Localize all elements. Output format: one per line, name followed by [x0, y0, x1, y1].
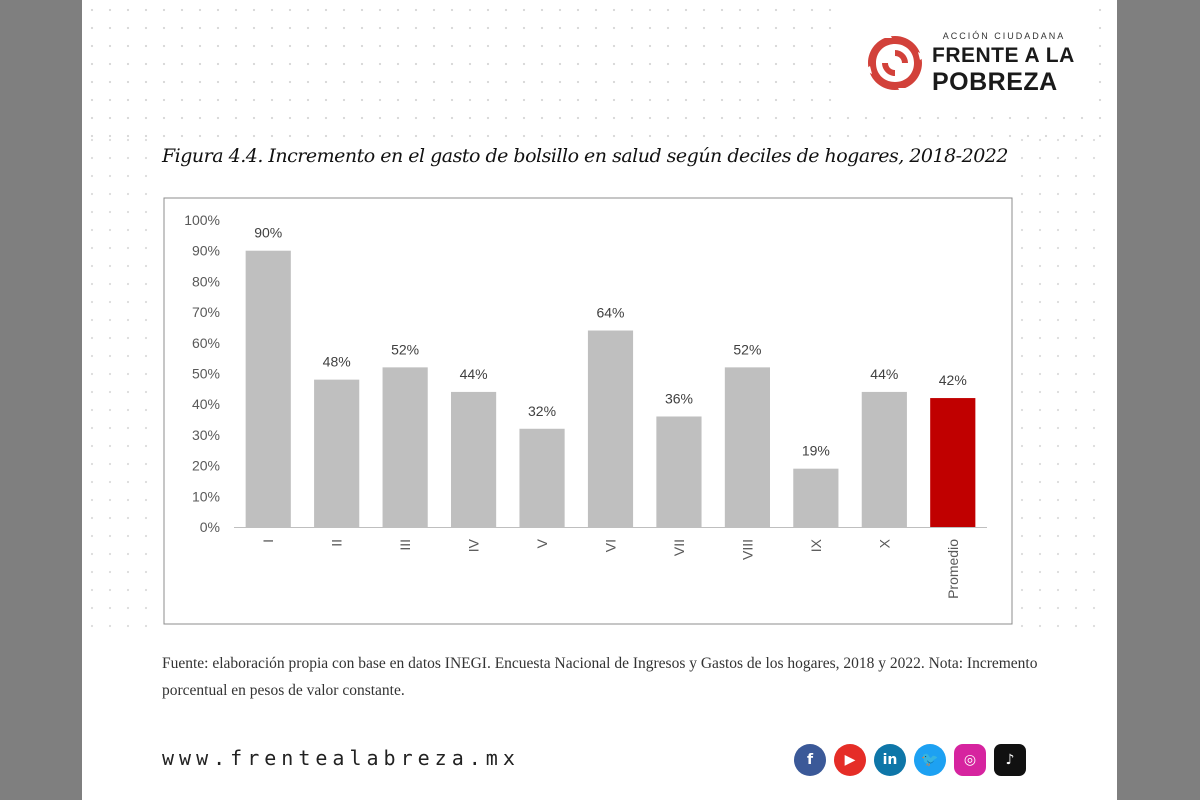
bar-x — [861, 391, 907, 527]
x-tick-label: Promedio — [945, 539, 961, 599]
y-tick-label: 70% — [192, 304, 220, 320]
bar-ii — [314, 379, 360, 527]
y-tick-label: 30% — [192, 427, 220, 443]
logo-line-2: POBREZA — [932, 68, 1058, 96]
bar-iii — [382, 367, 428, 527]
bar-promedio — [930, 398, 976, 527]
y-tick-label: 100% — [184, 212, 220, 228]
bar-vi — [587, 330, 634, 527]
data-label: 52% — [733, 341, 761, 357]
data-label: 32% — [528, 403, 556, 419]
logo-tagline: ACCIÓN CIUDADANA — [942, 31, 1066, 41]
bar-i — [245, 250, 291, 527]
source-note: Fuente: elaboración propia con base en d… — [162, 655, 1038, 699]
y-tick-label: 60% — [192, 335, 220, 351]
y-tick-label: 0% — [200, 519, 220, 535]
twitter-icon[interactable]: 🐦 — [914, 744, 946, 776]
figure-title: Figura 4.4. Incremento en el gasto de bo… — [162, 145, 1008, 167]
data-label: 44% — [460, 366, 488, 382]
logo-line-1: FRENTE A LA — [932, 44, 1075, 67]
y-tick-label: 10% — [192, 488, 220, 504]
bar-iv — [451, 391, 497, 527]
tiktok-icon[interactable]: ♪ — [994, 744, 1026, 776]
instagram-icon[interactable]: ◎ — [954, 744, 986, 776]
data-label: 44% — [870, 366, 898, 382]
data-label: 48% — [323, 354, 351, 370]
page: ACCIÓN CIUDADANA FRENTE A LA POBREZA Fig… — [82, 0, 1117, 800]
x-tick-label: IV — [466, 538, 482, 552]
data-label: 52% — [391, 341, 419, 357]
y-tick-label: 90% — [192, 243, 220, 259]
x-tick-label: I — [260, 539, 276, 543]
data-label: 42% — [939, 372, 967, 388]
y-tick-label: 80% — [192, 273, 220, 289]
facebook-icon[interactable]: f — [794, 744, 826, 776]
y-tick-label: 40% — [192, 396, 220, 412]
x-tick-label: X — [876, 538, 892, 548]
bar-viii — [724, 367, 770, 527]
x-tick-label: VIII — [739, 539, 755, 560]
website-url[interactable]: www.frentealabreza.mx — [162, 746, 520, 770]
linkedin-icon[interactable]: in — [874, 744, 906, 776]
y-tick-label: 20% — [192, 458, 220, 474]
x-tick-label: VII — [671, 539, 687, 556]
social-icons: f ▶ in 🐦 ◎ ♪ — [794, 744, 1026, 778]
bar-chart: 0% 10% 20% 30% 40% 50% 60% 70% 80% 90% 100% 90% I 48%… — [163, 197, 1013, 625]
dot-pattern-background — [90, 8, 1102, 628]
bar-vii — [656, 416, 702, 527]
bar-ix — [793, 468, 839, 527]
data-label: 36% — [665, 390, 693, 406]
x-tick-label: III — [397, 539, 413, 551]
data-label: 19% — [802, 443, 830, 459]
y-tick-label: 50% — [192, 366, 220, 382]
x-tick-label: II — [329, 539, 345, 547]
youtube-icon[interactable]: ▶ — [834, 744, 866, 776]
x-tick-label: IX — [808, 538, 824, 552]
data-label: 64% — [596, 305, 624, 321]
data-label: 90% — [254, 225, 282, 241]
logo-swirl-icon — [864, 32, 926, 94]
x-tick-label: VI — [603, 539, 619, 552]
frente-a-la-pobreza-logo[interactable]: ACCIÓN CIUDADANA FRENTE A LA POBREZA — [864, 30, 1074, 100]
bar-v — [519, 428, 565, 527]
x-tick-label: V — [534, 538, 550, 548]
